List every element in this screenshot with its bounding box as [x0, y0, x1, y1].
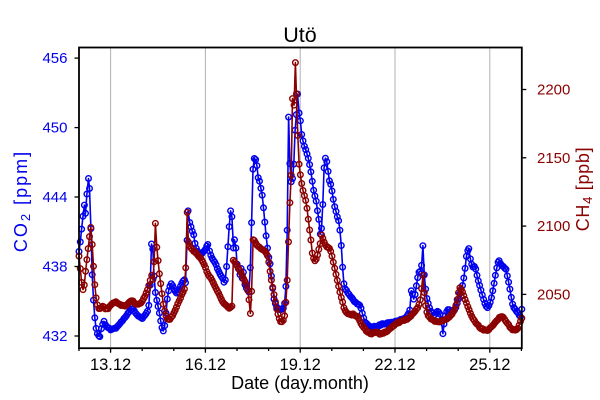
svg-text:16.12: 16.12	[185, 356, 226, 374]
svg-text:2150: 2150	[537, 150, 570, 167]
svg-text:2100: 2100	[537, 218, 570, 235]
svg-text:432: 432	[42, 328, 67, 345]
svg-text:13.12: 13.12	[90, 356, 131, 374]
svg-text:2050: 2050	[537, 286, 570, 303]
svg-text:CO2 [ppm]: CO2 [ppm]	[11, 150, 33, 252]
svg-text:Date (day.month): Date (day.month)	[231, 373, 369, 393]
svg-text:CH4 [ppb]: CH4 [ppb]	[573, 147, 595, 232]
svg-text:444: 444	[42, 189, 67, 206]
svg-text:2200: 2200	[537, 82, 570, 99]
svg-text:22.12: 22.12	[374, 356, 415, 374]
svg-text:450: 450	[42, 120, 67, 137]
svg-text:456: 456	[42, 50, 67, 67]
svg-text:438: 438	[42, 259, 67, 276]
svg-text:25.12: 25.12	[469, 356, 510, 374]
svg-text:Utö: Utö	[283, 23, 317, 47]
svg-text:19.12: 19.12	[280, 356, 321, 374]
